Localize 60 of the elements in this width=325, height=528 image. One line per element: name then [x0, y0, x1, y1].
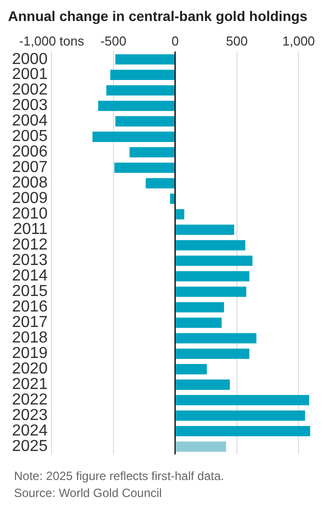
y-tick-label: 2015: [12, 283, 48, 300]
bar: [176, 224, 234, 235]
bar: [176, 395, 310, 406]
y-tick-label: 2024: [12, 422, 48, 440]
bar: [176, 442, 226, 452]
y-tick-label: 2004: [12, 112, 48, 130]
y-tick-label: 2023: [12, 407, 48, 424]
y-tick-label: 2013: [12, 252, 48, 270]
bar: [130, 147, 175, 158]
bar: [98, 100, 175, 111]
bar: [106, 85, 175, 96]
x-tick-label: -500: [100, 33, 126, 48]
bar: [176, 364, 207, 374]
bar: [170, 194, 175, 204]
bar: [114, 162, 175, 173]
bar: [176, 318, 222, 328]
bar: [176, 209, 184, 220]
y-tick-label: 2022: [12, 392, 48, 409]
bar: [176, 348, 250, 359]
y-tick-label: 2017: [12, 314, 48, 332]
x-tick-label: 1,000: [282, 33, 315, 48]
y-tick-label: 2014: [12, 268, 48, 285]
y-tick-label: 2010: [12, 206, 48, 223]
y-tick-label: 2018: [12, 330, 48, 347]
chart-title: Annual change in central-bank gold holdings: [7, 7, 308, 26]
bar: [115, 116, 175, 126]
y-tick-label: 2021: [12, 376, 48, 394]
bar: [115, 54, 175, 64]
x-tick-label: 0: [172, 33, 179, 48]
y-tick-label: 2002: [12, 82, 48, 99]
y-tick-label: 2025: [12, 438, 48, 456]
bar: [146, 178, 175, 188]
y-tick-label: 2003: [12, 97, 48, 114]
bar: [176, 380, 230, 390]
y-tick-label: 2008: [12, 174, 48, 192]
y-tick-label: 2009: [12, 190, 48, 208]
bar: [176, 410, 306, 421]
y-tick-label: 2019: [12, 345, 48, 362]
source-note: Source: World Gold Council: [13, 485, 163, 502]
bar: [176, 240, 246, 250]
y-tick-label: 2016: [12, 298, 48, 316]
bar: [176, 271, 250, 282]
bar: [176, 333, 256, 344]
bar: [176, 286, 246, 297]
y-tick-label: 2011: [13, 221, 48, 238]
x-tick-label: 500: [226, 33, 248, 48]
bar: [92, 132, 175, 142]
x-tick-label: -1,000 tons: [19, 33, 85, 48]
bar: [176, 426, 310, 436]
y-tick-label: 2005: [12, 128, 48, 146]
bar: [176, 302, 224, 312]
y-tick-label: 2020: [12, 360, 48, 378]
y-tick-label: 2007: [12, 159, 48, 176]
text: Note: 2025 figure reflects first-half data.: [13, 468, 226, 485]
bar: [176, 256, 252, 266]
y-tick-label: 2000: [12, 50, 48, 68]
bar: [110, 70, 175, 80]
y-tick-label: 2006: [12, 144, 48, 161]
y-tick-label: 2001: [12, 66, 48, 84]
y-tick-label: 2012: [12, 236, 48, 254]
